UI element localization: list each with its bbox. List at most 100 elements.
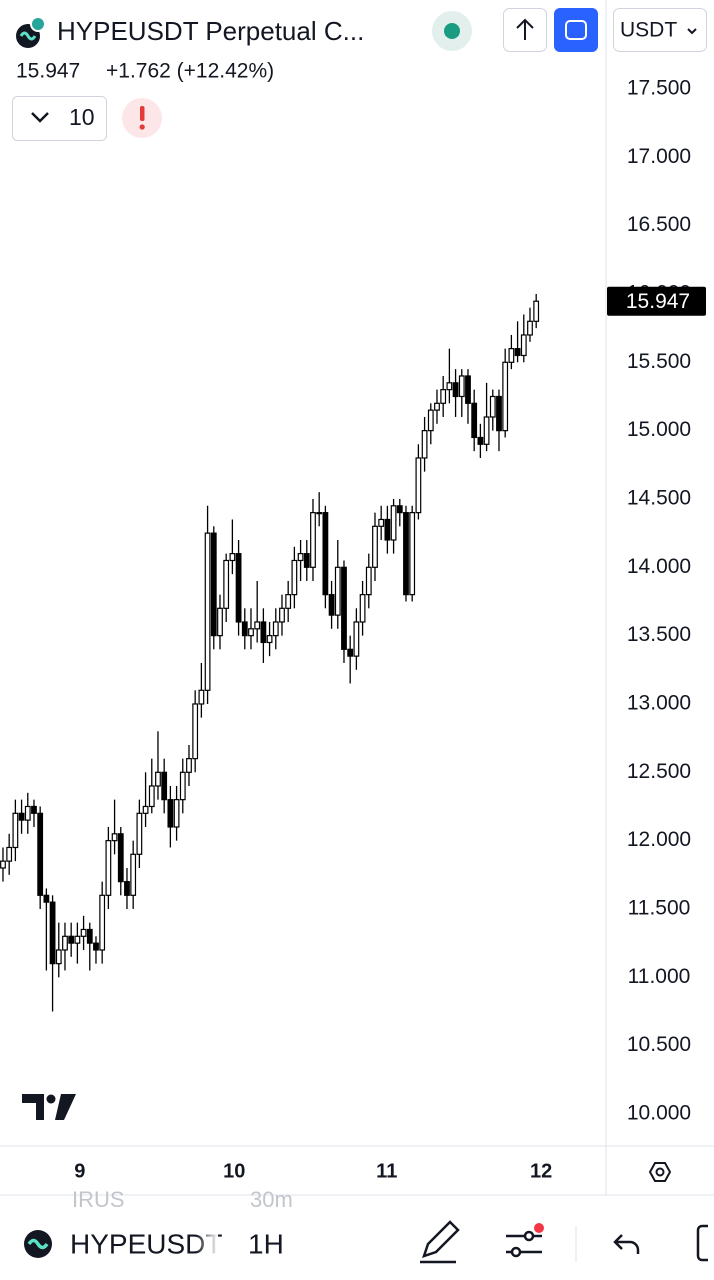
candle-body <box>359 594 366 623</box>
x-tick-label: 9 <box>74 1160 85 1182</box>
y-tick-label: 10.000 <box>627 1102 691 1125</box>
candle-body <box>49 901 56 965</box>
candle-body <box>434 402 440 411</box>
undo-tool[interactable] <box>613 1234 640 1254</box>
more-tool[interactable] <box>696 1224 708 1262</box>
leverage-value[interactable]: 10 <box>69 104 95 130</box>
candle-body <box>18 812 25 821</box>
status-button[interactable] <box>432 11 472 51</box>
candle-body <box>130 853 137 896</box>
draw-tool[interactable] <box>420 1220 460 1264</box>
candle-body <box>12 812 19 849</box>
y-tick-label: 11.500 <box>628 897 691 920</box>
currency-dropdown[interactable] <box>613 8 707 52</box>
candle-body <box>372 525 378 568</box>
candle-body <box>297 553 304 562</box>
indicators-tool[interactable] <box>506 1223 544 1258</box>
candle-body <box>179 771 186 801</box>
candle-body <box>24 805 31 821</box>
candle-body <box>508 348 515 363</box>
candle-body <box>365 566 372 596</box>
candle-body <box>167 799 174 828</box>
candle-body <box>291 559 298 596</box>
candle-body <box>322 512 329 596</box>
candle-body <box>161 771 168 801</box>
candle-body <box>303 553 310 568</box>
candle-body <box>86 928 93 944</box>
candle-body <box>55 949 62 965</box>
up-button[interactable] <box>503 8 547 52</box>
candle-body <box>229 553 236 562</box>
candle-body <box>396 505 403 514</box>
candle-body <box>415 457 422 514</box>
candle-body <box>285 594 292 609</box>
candle-body <box>465 375 471 404</box>
candle-body <box>483 416 490 445</box>
candle-body <box>241 621 248 637</box>
candle-body <box>173 799 180 828</box>
candle-body <box>217 607 223 637</box>
candle-body <box>502 361 509 432</box>
candle-body <box>37 812 44 896</box>
candle-body <box>446 382 453 391</box>
y-tick-label: 17.000 <box>627 145 691 168</box>
candle-body <box>105 840 112 896</box>
y-tick-label: 12.000 <box>627 828 691 851</box>
candle-body <box>353 621 360 657</box>
fullscreen-button[interactable] <box>554 8 598 52</box>
bottom-symbol-icon[interactable] <box>24 1230 52 1258</box>
candle-body <box>316 512 323 515</box>
candle-body <box>471 402 478 439</box>
candle-body <box>347 648 354 657</box>
interval[interactable]: 1H <box>248 1228 284 1259</box>
candle-body <box>409 512 416 596</box>
y-tick-label: 10.500 <box>627 1033 691 1056</box>
candle-body <box>0 860 6 869</box>
y-tick-label: 17.500 <box>627 77 691 100</box>
candle-body <box>266 635 273 644</box>
candle-body <box>210 532 217 637</box>
currency-label[interactable]: USDT <box>620 19 677 42</box>
candle-body <box>99 894 106 951</box>
candle-body <box>341 566 347 650</box>
candle-body <box>440 389 447 404</box>
y-tick-label: 14.000 <box>627 555 691 578</box>
candle-body <box>390 505 397 541</box>
settings-icon[interactable] <box>648 1162 672 1182</box>
candle-body <box>68 935 75 944</box>
y-tick-label: 13.000 <box>627 692 691 715</box>
last-price-badge <box>607 286 706 316</box>
candle-body <box>527 320 533 336</box>
y-tick-label: 11.000 <box>628 965 691 988</box>
candle-body <box>142 805 149 814</box>
candle-body <box>148 785 155 808</box>
last-price: 15.947 <box>16 60 80 83</box>
candle-body <box>533 300 540 322</box>
candle-body <box>279 607 285 623</box>
symbol-title[interactable]: HYPEUSDT Perpetual C... <box>57 16 364 46</box>
x-tick-label: 12 <box>530 1160 552 1182</box>
candle-body <box>477 436 484 445</box>
price-change: +1.762 (+12.42%) <box>106 60 274 83</box>
y-tick-label: 16.500 <box>627 213 691 236</box>
candle-body <box>124 881 130 896</box>
leverage-button[interactable] <box>12 96 107 141</box>
tv-logo <box>22 1094 76 1120</box>
candle-body <box>384 518 391 541</box>
warning-badge[interactable] <box>122 98 162 138</box>
symbol-icon[interactable] <box>16 16 46 48</box>
candle-body <box>260 621 267 644</box>
candle-body <box>204 532 211 691</box>
candle-body <box>452 382 459 398</box>
candle-body <box>111 833 118 842</box>
candle-body <box>272 621 279 637</box>
candle-body <box>31 805 37 814</box>
candle-body <box>248 628 254 637</box>
candle-body <box>223 559 230 609</box>
candle-body <box>496 395 502 432</box>
candle-body <box>520 334 527 357</box>
text-fade <box>196 1225 218 1265</box>
candle-body <box>458 375 465 398</box>
candle-body <box>235 553 242 623</box>
